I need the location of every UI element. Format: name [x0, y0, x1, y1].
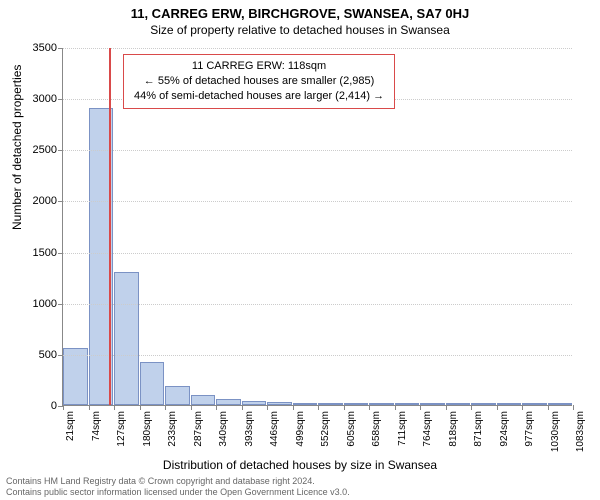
ytick-label: 3500	[33, 42, 57, 54]
gridline	[63, 201, 572, 202]
gridline	[63, 304, 572, 305]
xtick-label: 127sqm	[116, 411, 127, 447]
histogram-bar	[293, 403, 318, 405]
ytick-label: 2500	[33, 144, 57, 156]
xtick-label: 658sqm	[371, 411, 382, 447]
histogram-bar	[114, 272, 139, 405]
xtick-mark	[267, 405, 268, 410]
xtick-label: 287sqm	[193, 411, 204, 447]
annotation-callout: 11 CARREG ERW: 118sqm ← 55% of detached …	[123, 54, 395, 109]
xtick-label: 446sqm	[269, 411, 280, 447]
xtick-mark	[165, 405, 166, 410]
xtick-mark	[140, 405, 141, 410]
xtick-mark	[242, 405, 243, 410]
xtick-label: 340sqm	[218, 411, 229, 447]
xtick-mark	[420, 405, 421, 410]
histogram-bar	[216, 399, 241, 405]
gridline	[63, 48, 572, 49]
ytick-mark	[58, 355, 63, 356]
xtick-label: 499sqm	[295, 411, 306, 447]
xtick-mark	[216, 405, 217, 410]
histogram-bar	[420, 403, 445, 405]
xtick-label: 977sqm	[524, 411, 535, 447]
address-title: 11, CARREG ERW, BIRCHGROVE, SWANSEA, SA7…	[0, 0, 600, 21]
gridline	[63, 355, 572, 356]
histogram-bar	[267, 402, 292, 405]
xtick-label: 924sqm	[499, 411, 510, 447]
xtick-mark	[446, 405, 447, 410]
xtick-label: 180sqm	[142, 411, 153, 447]
histogram-bar	[471, 403, 496, 405]
xtick-mark	[497, 405, 498, 410]
xtick-mark	[89, 405, 90, 410]
histogram-bar	[369, 403, 394, 405]
annotation-line-3: 44% of semi-detached houses are larger (…	[134, 89, 384, 104]
histogram-bar	[63, 348, 88, 405]
xtick-label: 711sqm	[397, 411, 408, 446]
annotation-line-1: 11 CARREG ERW: 118sqm	[134, 59, 384, 74]
annotation-line-2: ← 55% of detached houses are smaller (2,…	[134, 74, 384, 89]
xtick-mark	[471, 405, 472, 410]
subtitle: Size of property relative to detached ho…	[0, 21, 600, 37]
footer-line-2: Contains public sector information licen…	[6, 487, 350, 498]
footer-attribution: Contains HM Land Registry data © Crown c…	[6, 476, 350, 499]
histogram-bar	[497, 403, 522, 405]
xtick-label: 233sqm	[167, 411, 178, 447]
y-axis-label: Number of detached properties	[10, 65, 24, 230]
ytick-label: 1000	[33, 298, 57, 310]
xtick-label: 393sqm	[244, 411, 255, 447]
xtick-label: 552sqm	[320, 411, 331, 447]
histogram-bar	[165, 386, 190, 405]
ytick-label: 500	[39, 349, 57, 361]
histogram-bar	[140, 362, 165, 405]
ytick-mark	[58, 304, 63, 305]
xtick-mark	[573, 405, 574, 410]
xtick-label: 818sqm	[448, 411, 459, 447]
xtick-mark	[191, 405, 192, 410]
xtick-label: 764sqm	[422, 411, 433, 447]
xtick-mark	[344, 405, 345, 410]
xtick-mark	[548, 405, 549, 410]
ytick-label: 3000	[33, 93, 57, 105]
xtick-label: 1030sqm	[550, 411, 561, 452]
histogram-bar	[318, 403, 343, 405]
gridline	[63, 150, 572, 151]
xtick-mark	[522, 405, 523, 410]
histogram-bar	[548, 403, 573, 405]
ytick-label: 1500	[33, 247, 57, 259]
x-axis-label: Distribution of detached houses by size …	[0, 458, 600, 472]
xtick-label: 605sqm	[346, 411, 357, 447]
histogram-bar	[242, 401, 267, 405]
ytick-mark	[58, 150, 63, 151]
histogram-bar	[395, 403, 420, 405]
xtick-label: 1083sqm	[575, 411, 586, 452]
xtick-mark	[369, 405, 370, 410]
xtick-label: 871sqm	[473, 411, 484, 447]
gridline	[63, 253, 572, 254]
ytick-mark	[58, 201, 63, 202]
footer-line-1: Contains HM Land Registry data © Crown c…	[6, 476, 350, 487]
ytick-mark	[58, 253, 63, 254]
histogram-bar	[191, 395, 216, 405]
xtick-mark	[318, 405, 319, 410]
ytick-mark	[58, 99, 63, 100]
ytick-mark	[58, 48, 63, 49]
ytick-label: 0	[51, 400, 57, 412]
histogram-bar	[344, 403, 369, 405]
xtick-mark	[293, 405, 294, 410]
ytick-label: 2000	[33, 195, 57, 207]
xtick-mark	[114, 405, 115, 410]
histogram-bar	[522, 403, 547, 405]
property-marker-line	[109, 48, 111, 405]
chart-plot-area: 0500100015002000250030003500 21sqm74sqm1…	[62, 48, 572, 406]
xtick-mark	[63, 405, 64, 410]
xtick-label: 74sqm	[91, 411, 102, 441]
xtick-label: 21sqm	[65, 411, 76, 441]
xtick-mark	[395, 405, 396, 410]
histogram-bar	[446, 403, 471, 405]
